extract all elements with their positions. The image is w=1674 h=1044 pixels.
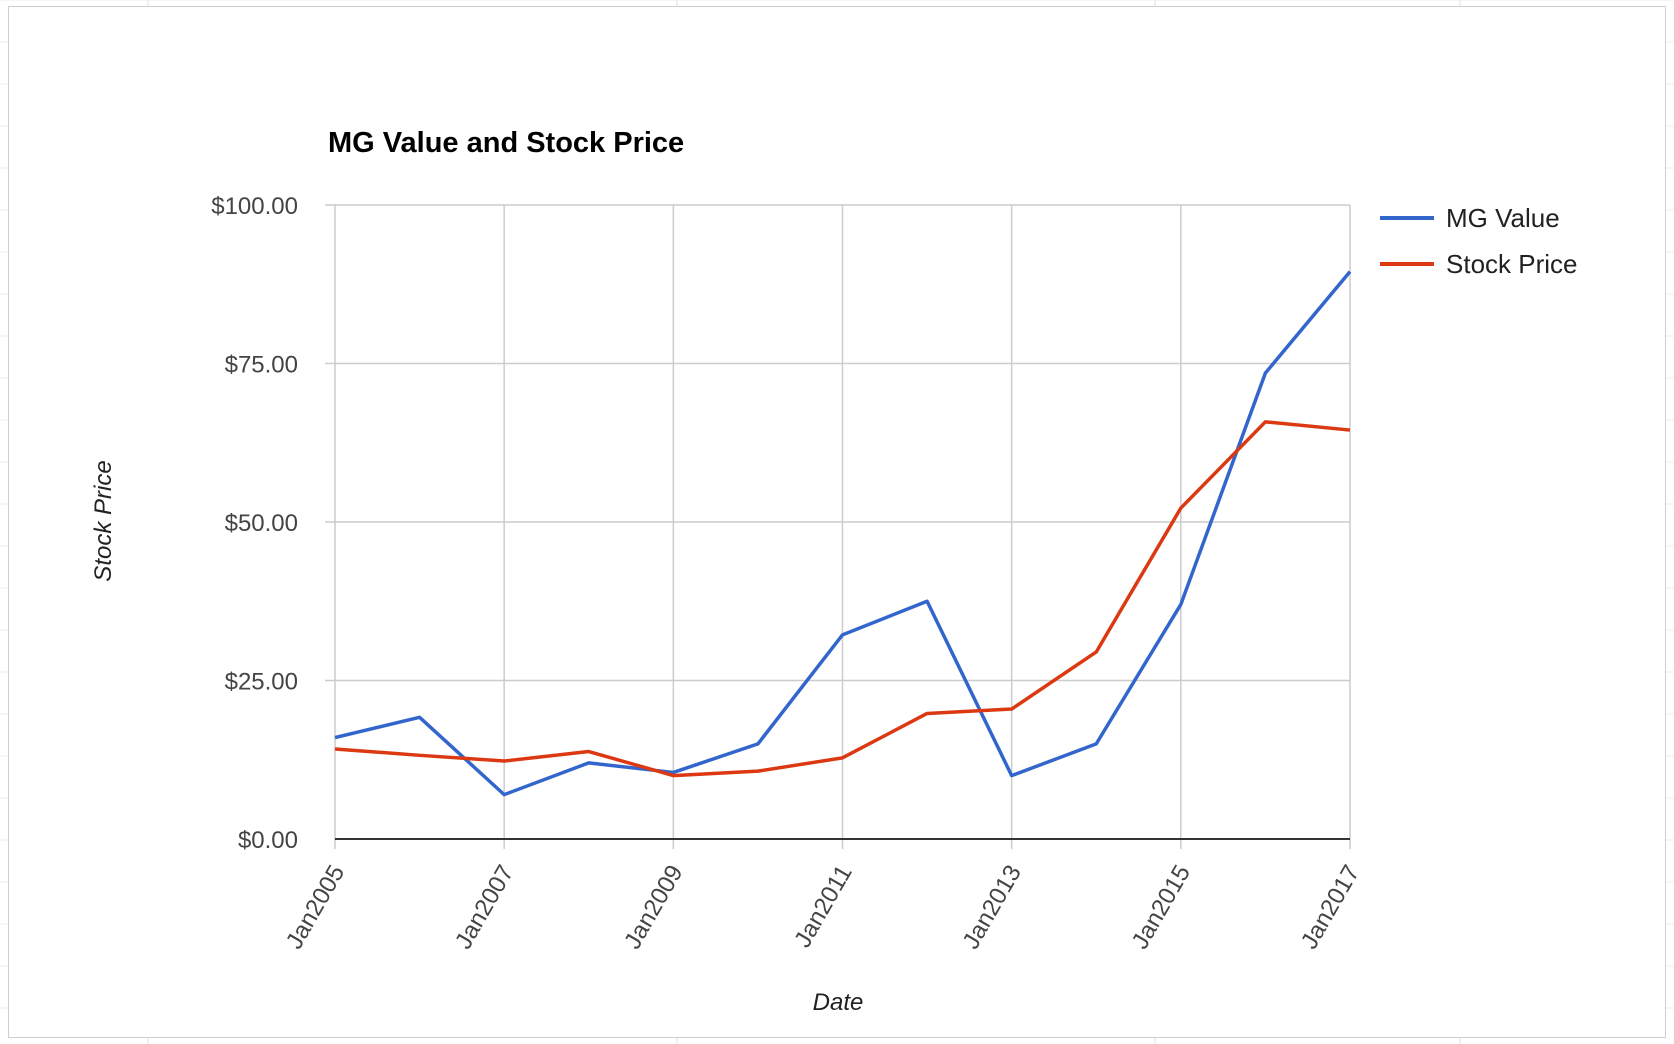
x-tick-label: Jan2013 bbox=[957, 861, 1026, 954]
legend-label: MG Value bbox=[1446, 203, 1560, 233]
x-axis-title: Date bbox=[813, 989, 864, 1016]
y-tick-label: $75.00 bbox=[225, 352, 298, 379]
x-tick-label: Jan2007 bbox=[450, 861, 519, 954]
gridlines bbox=[325, 204, 1351, 849]
y-tick-label: $50.00 bbox=[225, 510, 298, 537]
x-tick-label: Jan2011 bbox=[789, 861, 858, 953]
x-tick-label: Jan2005 bbox=[281, 861, 350, 954]
series-lines bbox=[334, 270, 1352, 797]
series-line-mg-value bbox=[334, 270, 1352, 797]
chart-legend: MG Value Stock Price bbox=[1380, 203, 1578, 279]
series-line-stock-price bbox=[334, 420, 1351, 778]
x-tick-label: Jan2017 bbox=[1296, 861, 1365, 954]
y-tick-label: $25.00 bbox=[225, 669, 298, 696]
x-tick-label: Jan2015 bbox=[1127, 861, 1196, 954]
chart-title: MG Value and Stock Price bbox=[328, 127, 684, 159]
y-tick-label: $100.00 bbox=[211, 193, 298, 220]
y-axis-tick-labels: $0.00 $25.00 $50.00 $75.00 $100.00 bbox=[211, 193, 298, 854]
y-tick-label: $0.00 bbox=[238, 827, 298, 854]
x-tick-label: Jan2009 bbox=[619, 861, 688, 954]
legend-label: Stock Price bbox=[1446, 249, 1578, 279]
x-axis-tick-labels: Jan2005 Jan2007 Jan2009 Jan2011 Jan2013 Jan20… bbox=[281, 861, 1365, 954]
y-axis-title: Stock Price bbox=[90, 460, 117, 581]
